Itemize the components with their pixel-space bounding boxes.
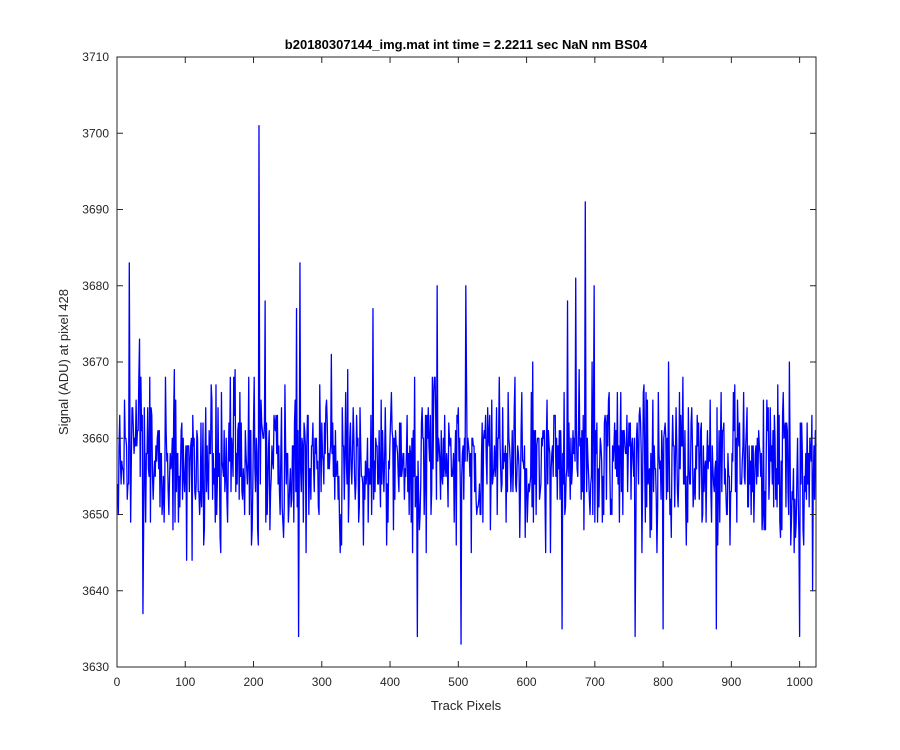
data-series <box>117 124 817 645</box>
y-tick-label: 3710 <box>82 50 109 64</box>
x-tick-label: 600 <box>517 675 537 689</box>
y-tick-label: 3680 <box>82 279 109 293</box>
y-tick-label: 3700 <box>82 126 109 140</box>
x-tick-label: 200 <box>244 675 264 689</box>
x-tick-label: 400 <box>380 675 400 689</box>
y-tick-label: 3670 <box>82 355 109 369</box>
y-tick-label: 3630 <box>82 660 109 674</box>
x-axis-label: Track Pixels <box>431 698 502 713</box>
x-tick-label: 800 <box>653 675 673 689</box>
x-tick-label: 900 <box>721 675 741 689</box>
x-tick-label: 700 <box>585 675 605 689</box>
y-tick-label: 3690 <box>82 203 109 217</box>
x-tick-label: 0 <box>114 675 121 689</box>
chart-title: b20180307144_img.mat int time = 2.2211 s… <box>285 37 648 52</box>
x-tick-label: 500 <box>448 675 468 689</box>
x-tick-label: 1000 <box>786 675 813 689</box>
y-tick-label: 3660 <box>82 431 109 445</box>
series-line <box>117 124 817 645</box>
y-tick-label: 3650 <box>82 508 109 522</box>
y-axis-ticks: 3630 3640 3650 3660 3670 3680 3690 3700 3710 <box>82 50 816 674</box>
x-axis-ticks: 0 100 200 300 400 500 600 700 800 900 1000 <box>114 57 813 689</box>
x-tick-label: 300 <box>312 675 332 689</box>
y-tick-label: 3640 <box>82 584 109 598</box>
x-tick-label: 100 <box>175 675 195 689</box>
y-axis-label: Signal (ADU) at pixel 428 <box>56 289 71 435</box>
